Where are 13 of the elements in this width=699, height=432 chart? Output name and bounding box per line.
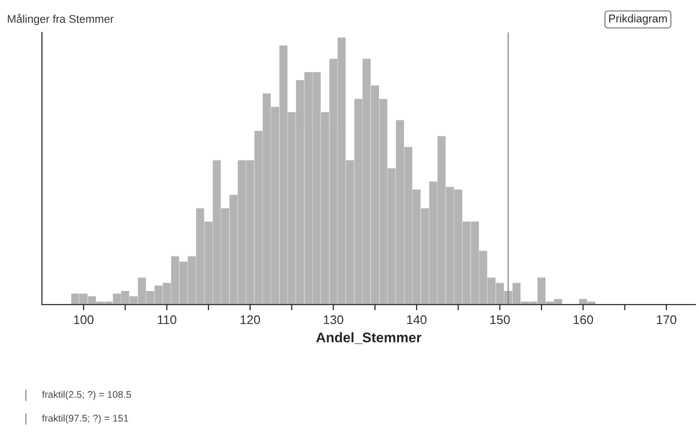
text: fraktil(2.5; ?) = 108.5 xyxy=(42,390,131,400)
x-tick-label: 170 xyxy=(656,315,676,324)
x-tick-label: 110 xyxy=(158,315,176,324)
text: fraktil(97.5; ?) = 151 xyxy=(42,414,128,424)
x-tick-label: 140 xyxy=(407,315,427,324)
x-tick-label: 130 xyxy=(324,315,344,324)
x-tick-label: 100 xyxy=(74,315,94,324)
x-tick-label: 160 xyxy=(574,315,594,324)
x-tick-label: 150 xyxy=(490,315,510,324)
text: Prikdiagram xyxy=(609,14,667,25)
x-axis-title: Andel_Stemmer xyxy=(316,332,422,344)
chart-title: Målinger fra Stemmer xyxy=(8,14,114,26)
x-tick-label: 120 xyxy=(240,315,260,324)
